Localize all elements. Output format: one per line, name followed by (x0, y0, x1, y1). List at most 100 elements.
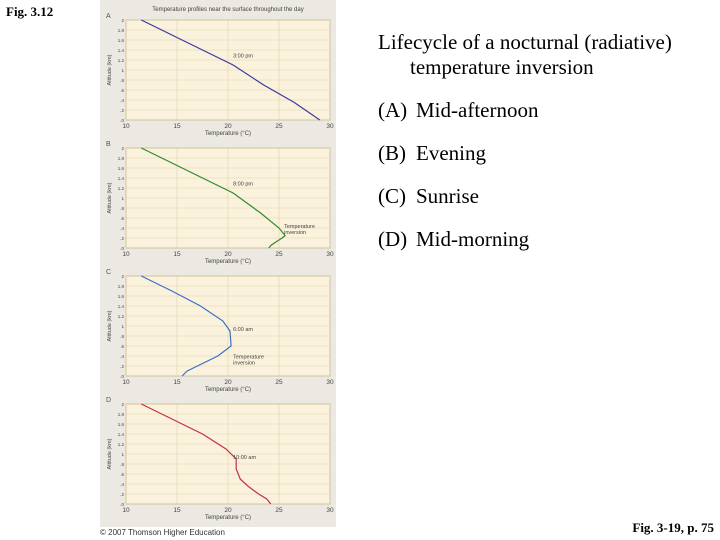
temperature-profile-line (141, 147, 286, 249)
y-axis-label: Altitude (km) (107, 310, 113, 341)
annotation-label: 10:00 am (233, 455, 256, 461)
x-tick-label: 15 (173, 379, 181, 386)
y-tick-label: .2 (120, 492, 124, 497)
figure-label: Fig. 3.12 (6, 4, 54, 19)
y-tick-label: .0 (120, 502, 124, 507)
y-tick-label: .6 (120, 344, 124, 349)
chart-title: Temperature profiles near the surface th… (152, 7, 303, 13)
y-tick-label: 1.6 (118, 38, 125, 43)
y-tick-label: .2 (120, 108, 124, 113)
y-tick-label: .4 (120, 98, 124, 103)
panel-letter: A (106, 13, 111, 20)
caption-item-d: (D) Mid-morning (378, 227, 708, 252)
y-tick-label: .2 (120, 236, 124, 241)
y-tick-label: 2 (121, 18, 124, 23)
figure-panel: A Temperature profiles near the surface t… (100, 0, 336, 527)
annotation-label: 8:00 pm (233, 182, 253, 188)
y-tick-label: 1 (121, 452, 124, 457)
y-tick-label: .8 (120, 462, 124, 467)
y-tick-label: .4 (120, 226, 124, 231)
panel-letter: B (106, 141, 111, 148)
y-tick-label: .0 (120, 118, 124, 123)
y-tick-label: 1 (121, 324, 124, 329)
y-tick-label: 1.6 (118, 166, 125, 171)
y-tick-label: 2 (121, 146, 124, 151)
y-tick-label: .2 (120, 364, 124, 369)
caption-item-c: (C) Sunrise (378, 184, 708, 209)
temperature-profile-line (141, 403, 272, 505)
x-tick-label: 25 (275, 123, 283, 130)
x-tick-label: 20 (224, 507, 232, 514)
y-tick-label: 1.8 (118, 28, 125, 33)
y-tick-label: 1.4 (118, 48, 125, 53)
x-tick-label: 10 (122, 251, 130, 258)
x-tick-label: 25 (275, 251, 283, 258)
y-tick-label: .0 (120, 374, 124, 379)
y-axis-label: Altitude (km) (107, 54, 113, 85)
annotation-word: inversion (233, 361, 255, 367)
y-tick-label: .8 (120, 78, 124, 83)
y-tick-label: 1.2 (118, 314, 125, 319)
caption-block: Lifecycle of a nocturnal (radiative) tem… (378, 30, 708, 270)
x-tick-label: 30 (326, 507, 334, 514)
charts-svg: A Temperature profiles near the surface t… (106, 7, 334, 521)
y-tick-label: 1.4 (118, 176, 125, 181)
caption-item-text: Sunrise (416, 184, 479, 208)
caption-title: Lifecycle of a nocturnal (radiative) tem… (378, 30, 672, 79)
x-tick-label: 30 (326, 123, 334, 130)
annotation-word: inversion (284, 230, 306, 236)
caption-item-text: Mid-morning (416, 227, 530, 251)
annotation-word: Temperature (284, 224, 315, 230)
y-tick-label: .8 (120, 334, 124, 339)
x-axis-label: Temperature (°C) (205, 259, 251, 265)
y-tick-label: 1.8 (118, 284, 125, 289)
x-tick-label: 25 (275, 507, 283, 514)
x-axis-label: Temperature (°C) (205, 131, 251, 137)
annotation-label: Temperature inversion (284, 224, 315, 236)
annotation-label: 6:00 am (233, 327, 253, 333)
y-tick-label: 1.6 (118, 294, 125, 299)
x-axis-label: Temperature (°C) (205, 515, 251, 521)
y-tick-label: 1.4 (118, 432, 125, 437)
caption-item-letter: (B) (378, 141, 406, 165)
x-tick-label: 30 (326, 379, 334, 386)
y-tick-label: 2 (121, 274, 124, 279)
caption-item-text: Mid-afternoon (416, 98, 539, 122)
annotation-word: Temperature (233, 355, 264, 361)
y-tick-label: 1.2 (118, 442, 125, 447)
caption-item-a: (A) Mid-afternoon (378, 98, 708, 123)
x-tick-label: 10 (122, 507, 130, 514)
x-tick-label: 30 (326, 251, 334, 258)
y-tick-label: .0 (120, 246, 124, 251)
y-tick-label: 1 (121, 68, 124, 73)
y-axis-label: Altitude (km) (107, 438, 113, 469)
x-tick-label: 15 (173, 123, 181, 130)
y-tick-label: 1.2 (118, 58, 125, 63)
y-axis-label: Altitude (km) (107, 182, 113, 213)
x-axis-label: Temperature (°C) (205, 387, 251, 393)
annotation-label: Temperature inversion (233, 355, 264, 367)
x-tick-label: 20 (224, 251, 232, 258)
y-tick-label: .8 (120, 206, 124, 211)
x-tick-label: 20 (224, 123, 232, 130)
y-tick-label: .6 (120, 216, 124, 221)
y-tick-label: 1.2 (118, 186, 125, 191)
caption-item-letter: (C) (378, 184, 406, 208)
y-tick-label: 1 (121, 196, 124, 201)
y-tick-label: 1.4 (118, 304, 125, 309)
y-tick-label: 2 (121, 402, 124, 407)
caption-item-letter: (A) (378, 98, 408, 122)
x-tick-label: 20 (224, 379, 232, 386)
panel-letter: C (106, 269, 111, 276)
copyright-text: © 2007 Thomson Higher Education (100, 528, 225, 537)
x-tick-label: 10 (122, 123, 130, 130)
caption-item-b: (B) Evening (378, 141, 708, 166)
caption-item-letter: (D) (378, 227, 408, 251)
caption-item-text: Evening (416, 141, 486, 165)
y-tick-label: 1.6 (118, 422, 125, 427)
x-tick-label: 25 (275, 379, 283, 386)
y-tick-label: .6 (120, 88, 124, 93)
annotation-label: 3:00 pm (233, 54, 253, 60)
y-tick-label: .4 (120, 354, 124, 359)
x-tick-label: 15 (173, 507, 181, 514)
